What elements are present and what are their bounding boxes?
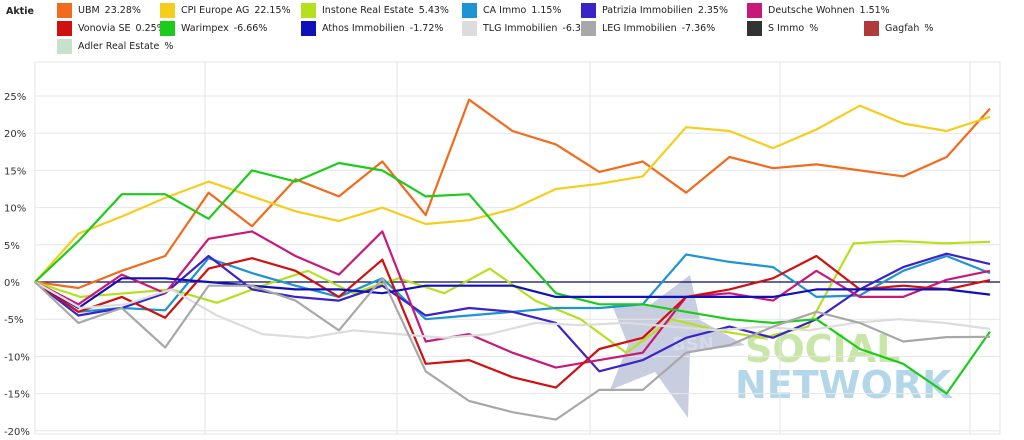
legend-item: Warimpex -6.66% <box>160 21 267 36</box>
legend-value: -6.33% <box>562 23 597 34</box>
legend-item: Deutsche Wohnen 1.51% <box>747 3 890 18</box>
legend-item: UBM 23.28% <box>57 3 141 18</box>
legend-value: % <box>809 23 819 34</box>
legend-name: Athos Immobilien <box>322 23 405 34</box>
legend-swatch <box>160 21 175 36</box>
legend-item: CA Immo 1.15% <box>462 3 561 18</box>
y-tick-label: -10% <box>4 352 30 363</box>
legend-value: 23.28% <box>104 5 141 16</box>
series-line <box>34 254 991 389</box>
legend-title: Aktie <box>6 6 34 17</box>
legend-name: Adler Real Estate <box>78 41 160 52</box>
legend-item: Instone Real Estate 5.43% <box>301 3 449 18</box>
y-tick-label: 10% <box>4 204 26 215</box>
legend-item: S Immo% <box>747 21 818 36</box>
legend-swatch <box>301 3 316 18</box>
legend-name: Instone Real Estate <box>322 5 414 16</box>
y-tick-label: 20% <box>4 129 26 140</box>
legend-swatch <box>581 3 596 18</box>
legend-value: 2.35% <box>697 5 728 16</box>
y-tick-label: -5% <box>4 315 23 326</box>
legend-swatch <box>462 21 477 36</box>
legend-swatch <box>57 39 72 54</box>
legend-swatch <box>160 3 175 18</box>
legend: Aktie UBM 23.28% CPI Europe AG 22.15% Inston… <box>0 0 1024 60</box>
y-tick-label: 15% <box>4 166 26 177</box>
legend-value: -6.66% <box>233 23 268 34</box>
legend-item: CPI Europe AG 22.15% <box>160 3 291 18</box>
legend-value: % <box>924 23 934 34</box>
y-axis-labels: 25% 20% 15% 10% 5% 0% -5% -10% -15% -20% <box>4 92 30 438</box>
legend-item: LEG Immobilien -7.36% <box>581 21 715 36</box>
legend-swatch <box>864 21 879 36</box>
series-line <box>34 104 991 283</box>
series-line <box>34 253 991 321</box>
series-line <box>34 161 991 395</box>
legend-name: Patrizia Immobilien <box>602 5 693 16</box>
legend-name: Gagfah <box>885 23 920 34</box>
legend-name: TLG Immobilien <box>483 23 558 34</box>
legend-name: Vonovia SE <box>78 23 131 34</box>
series-line <box>34 252 991 373</box>
series-line <box>34 277 991 421</box>
legend-value: 1.51% <box>859 5 890 16</box>
legend-item: Adler Real Estate% <box>57 39 173 54</box>
legend-item: Athos Immobilien -1.72% <box>301 21 443 36</box>
legend-swatch <box>57 21 72 36</box>
legend-item: TLG Immobilien -6.33% <box>462 21 596 36</box>
legend-name: CA Immo <box>483 5 527 16</box>
legend-value: 22.15% <box>254 5 291 16</box>
legend-item: Gagfah% <box>864 21 933 36</box>
y-tick-label: -15% <box>4 390 30 401</box>
y-tick-label: -20% <box>4 427 30 438</box>
watermark-line1: SOCIAL <box>745 327 900 371</box>
y-tick-label: 25% <box>4 92 26 103</box>
y-tick-label: 5% <box>4 241 20 252</box>
chart-grid <box>34 61 1001 435</box>
legend-value: -7.36% <box>681 23 716 34</box>
series-line <box>34 230 991 369</box>
legend-name: Deutsche Wohnen <box>768 5 855 16</box>
legend-swatch <box>462 3 477 18</box>
series-line <box>34 281 991 339</box>
legend-swatch <box>581 21 596 36</box>
legend-value: 5.43% <box>418 5 449 16</box>
chart-series <box>34 98 991 421</box>
watermark-line2: NETWORK <box>735 363 953 407</box>
legend-swatch <box>57 3 72 18</box>
legend-name: LEG Immobilien <box>602 23 677 34</box>
legend-swatch <box>747 3 762 18</box>
plot-border <box>34 61 1001 435</box>
legend-swatch <box>747 21 762 36</box>
legend-value: -1.72% <box>409 23 444 34</box>
legend-value: 1.15% <box>531 5 562 16</box>
legend-name: UBM <box>78 5 100 16</box>
legend-swatch <box>301 21 316 36</box>
legend-name: S Immo <box>768 23 805 34</box>
series-line <box>34 98 991 290</box>
legend-item: Vonovia SE 0.25% <box>57 21 166 36</box>
series-line <box>34 277 991 310</box>
legend-item: Patrizia Immobilien 2.35% <box>581 3 728 18</box>
legend-value: % <box>164 41 174 52</box>
y-tick-label: 0% <box>4 278 20 289</box>
legend-value: 0.25% <box>135 23 166 34</box>
legend-name: CPI Europe AG <box>181 5 250 16</box>
legend-name: Warimpex <box>181 23 229 34</box>
watermark-star-icon <box>610 275 745 418</box>
